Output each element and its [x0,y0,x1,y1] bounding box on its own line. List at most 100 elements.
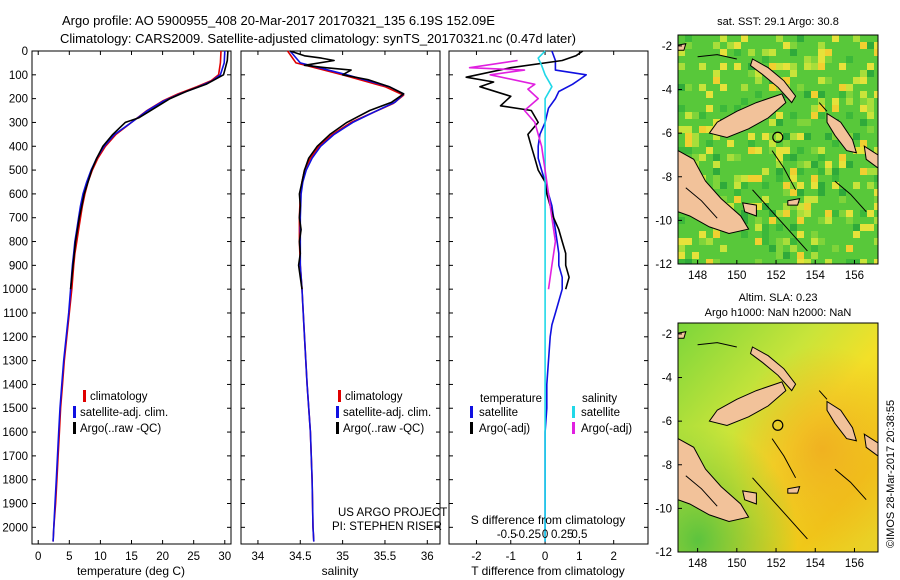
sst-cell [818,77,825,84]
sst-cell [818,56,825,63]
sst-cell [755,147,762,154]
depth-tick-label: 600 [9,189,28,201]
map-ytick-label: -4 [662,373,673,385]
sst-cell [790,245,797,252]
map-ytick-label: -2 [662,41,672,53]
depth-tick-label: 800 [9,237,28,249]
sst-cell [818,105,825,112]
map-xtick-label: 148 [688,558,707,570]
sst-cell [783,140,790,147]
depth-tick-label: 1300 [2,356,28,368]
sst-cell [797,35,804,42]
sst-cell [804,210,811,217]
legend-label-satellite: satellite-adj. clim. [343,407,431,419]
sst-cell [867,126,874,133]
salinity-xlabel: salinity [322,564,359,578]
sst-cell [678,49,685,56]
sst-cell [741,217,748,224]
land-dentrecasteaux [742,202,757,217]
sst-cell [713,168,720,175]
legend-swatch-temp-satellite [470,406,473,418]
sst-cell [741,231,748,238]
sst-cell [783,252,790,259]
sst-cell [769,245,776,252]
sst-cell [685,147,692,154]
temperature-xtick-label: 0 [35,551,41,563]
figure-title-line2: Climatology: CARS2009. Satellite-adjuste… [60,31,576,46]
sst-cell [755,91,762,98]
land-solomon-choiseul [863,145,878,169]
sst-cell [762,182,769,189]
sst-cell [734,175,741,182]
map-ytick-label: -10 [655,215,672,227]
sst-cell [860,210,867,217]
sst-cell [797,217,804,224]
reef-outline [697,54,737,60]
sst-cell [713,42,720,49]
sst-cell [860,70,867,77]
legend-swatch-argo [73,422,76,434]
map-ytick-label: -6 [662,416,672,428]
difference-series-temperature-argo-adj- [465,50,584,290]
sla-land [678,331,878,540]
pi-credit: PI: STEPHEN RISER [332,521,442,533]
sst-cell [825,49,832,56]
land-solomon-choiseul [863,433,878,457]
temperature-xlabel: temperature (deg C) [77,564,185,578]
temperature-plot: 0100200300400500600700800900100011001200… [2,46,231,563]
sst-cell [811,231,818,238]
sst-cell [874,259,878,264]
sst-cell [860,91,867,98]
sst-cell [867,259,874,264]
sst-cell [797,119,804,126]
sst-cell [790,224,797,231]
sst-cell [783,63,790,70]
salinity-plot: 34 34.5 35 35.5 36 [241,50,440,563]
sst-cell [783,133,790,140]
sst-cell [762,168,769,175]
sst-cell [818,147,825,154]
sst-cell [706,105,713,112]
sst-cell [874,189,878,196]
figure-title-line1: Argo profile: AO 5900955_408 20-Mar-2017… [62,13,495,28]
sst-cell [867,168,874,175]
sst-cell [811,161,818,168]
difference-plot: -2 -1 0 1 2 -0.5-0.25 0 0.250.5 [449,50,648,563]
reef-outline [818,390,828,400]
legend-swatch-sal-satellite [572,406,575,418]
sst-cell [825,161,832,168]
sst-cell [860,105,867,112]
sst-cell [769,35,776,42]
legend-label-argo: Argo(..raw -QC) [343,423,424,435]
sst-cell [804,196,811,203]
sst-cell [818,182,825,189]
map-ytick-label: -4 [662,85,673,97]
sst-cell [783,189,790,196]
sst-cell [720,182,727,189]
sst-cell [860,98,867,105]
sst-cell [699,126,706,133]
sst-cell [706,42,713,49]
sst-cell [783,182,790,189]
sst-cell [776,161,783,168]
sst-cell [755,217,762,224]
reef-outline [752,189,808,252]
land-woodlark [787,485,801,494]
sst-cell [685,112,692,119]
sst-cell [776,63,783,70]
temperature-xtick-label: 30 [218,551,231,563]
sst-cell [776,238,783,245]
land-woodlark [787,197,801,206]
sst-cell [713,70,720,77]
sst-cell [832,105,839,112]
temperature-series-climatology [52,50,222,542]
sst-cell [776,203,783,210]
sst-cell [797,210,804,217]
sst-cell [818,154,825,161]
legend-label-temp-argo: Argo(-adj) [479,423,530,435]
sst-cell [839,189,846,196]
map-ytick-label: -2 [662,329,672,341]
salinity-xtick-label: 36 [421,551,434,563]
land-new-britain [708,381,787,427]
sst-cell [755,70,762,77]
